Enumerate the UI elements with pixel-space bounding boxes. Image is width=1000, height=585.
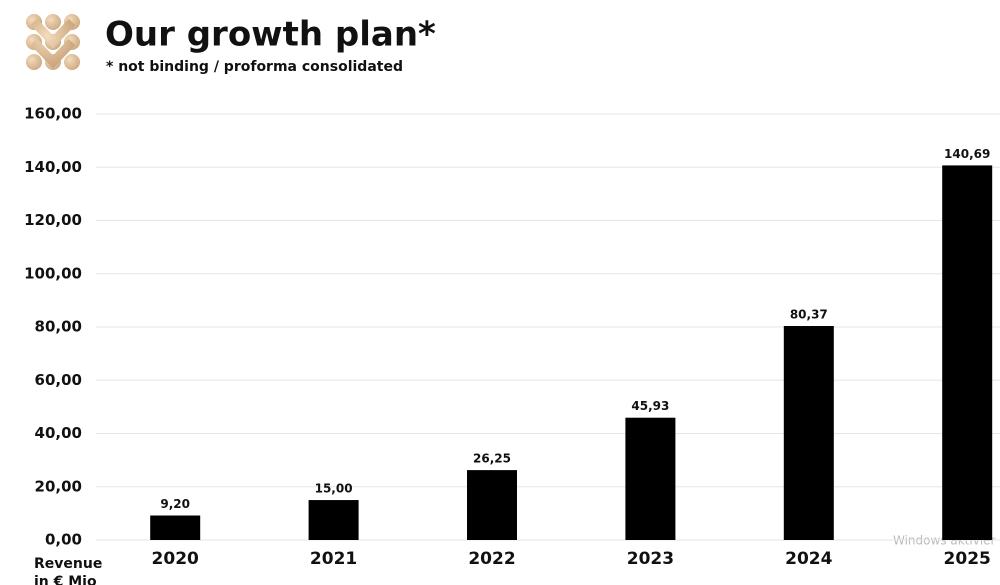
bar [150, 515, 201, 540]
value-label: 140,69 [944, 147, 990, 161]
chart-subtitle: * not binding / proforma consolidated [106, 59, 403, 75]
value-label: 80,37 [790, 308, 828, 322]
y-tick-label: 40,00 [35, 424, 82, 442]
bar [625, 417, 676, 540]
bar [783, 326, 834, 540]
y-tick-label: 160,00 [24, 105, 82, 123]
y-tick-label: 140,00 [24, 158, 82, 176]
value-label: 15,00 [315, 482, 353, 496]
y-tick-label: 80,00 [35, 318, 82, 336]
y-tick-label: 20,00 [35, 477, 82, 495]
y-tick-label: 60,00 [35, 371, 82, 389]
x-tick-label: 2025 [944, 549, 991, 569]
bar [308, 500, 359, 540]
y-axis-label: in € Mio [34, 574, 97, 585]
bar [942, 165, 993, 540]
bar [467, 470, 517, 540]
y-tick-label: 0,00 [45, 531, 82, 549]
x-tick-label: 2021 [310, 549, 357, 569]
x-tick-label: 2022 [468, 549, 515, 569]
logo [26, 14, 80, 70]
y-tick-label: 120,00 [24, 211, 82, 229]
x-tick-label: 2020 [152, 549, 199, 569]
value-label: 9,20 [160, 497, 190, 511]
chart-title: Our growth plan* [105, 15, 436, 55]
y-axis-label: Revenue [34, 556, 102, 572]
value-label: 45,93 [631, 399, 669, 413]
y-tick-label: 100,00 [24, 264, 82, 282]
x-tick-label: 2023 [627, 549, 674, 569]
x-tick-label: 2024 [785, 549, 832, 569]
value-label: 26,25 [473, 452, 511, 466]
